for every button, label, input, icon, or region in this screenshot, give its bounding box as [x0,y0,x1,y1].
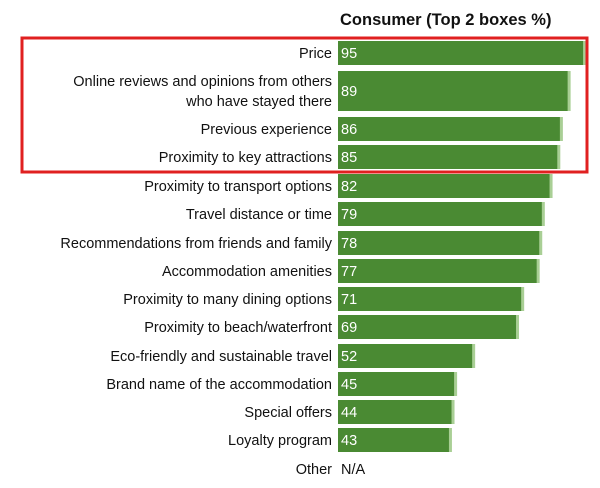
value-label: 69 [341,320,357,336]
bar [338,372,455,396]
bar [338,174,550,198]
chart-title: Consumer (Top 2 boxes %) [340,11,551,29]
bar [338,259,537,283]
bars-group: Price 95 Online reviews and opinions from … [60,41,587,478]
category-label: Recommendations from friends and family [60,236,332,252]
value-label: 44 [341,405,357,421]
category-label: Accommodation amenities [162,264,332,280]
value-label: 82 [341,179,357,195]
category-label: Online reviews and opinions from others w… [73,74,332,110]
category-label: Brand name of the accommodation [106,377,332,393]
value-label: 89 [341,84,357,100]
bar [338,315,517,339]
value-label: 85 [341,150,357,166]
category-label: Eco-friendly and sustainable travel [110,349,332,365]
category-label: Price [299,46,332,62]
category-label: Special offers [244,405,332,421]
category-label: Other [296,462,332,478]
value-label: 95 [341,46,357,62]
category-label: Loyalty program [228,433,332,449]
bar [338,71,568,111]
bar [338,400,452,424]
bar [338,202,542,226]
value-label: 52 [341,349,357,365]
value-label: 78 [341,236,357,252]
bar [338,428,449,452]
category-label: Travel distance or time [186,207,332,223]
highlight-box [20,36,589,174]
value-label: 77 [341,264,357,280]
value-label: 45 [341,377,357,393]
value-label-na: N/A [341,462,366,478]
value-label: 43 [341,433,357,449]
value-label: 79 [341,207,357,223]
bar [338,41,584,65]
bar [338,287,522,311]
category-label: Proximity to many dining options [123,292,332,308]
category-label: Proximity to transport options [144,179,332,195]
bar [338,344,473,368]
bar [338,145,558,169]
category-label: Previous experience [201,122,332,138]
category-label: Proximity to beach/waterfront [144,320,332,336]
value-label: 86 [341,122,357,138]
bar [338,117,560,141]
category-label: Proximity to key attractions [159,150,332,166]
bar [338,231,540,255]
value-label: 71 [341,292,357,308]
